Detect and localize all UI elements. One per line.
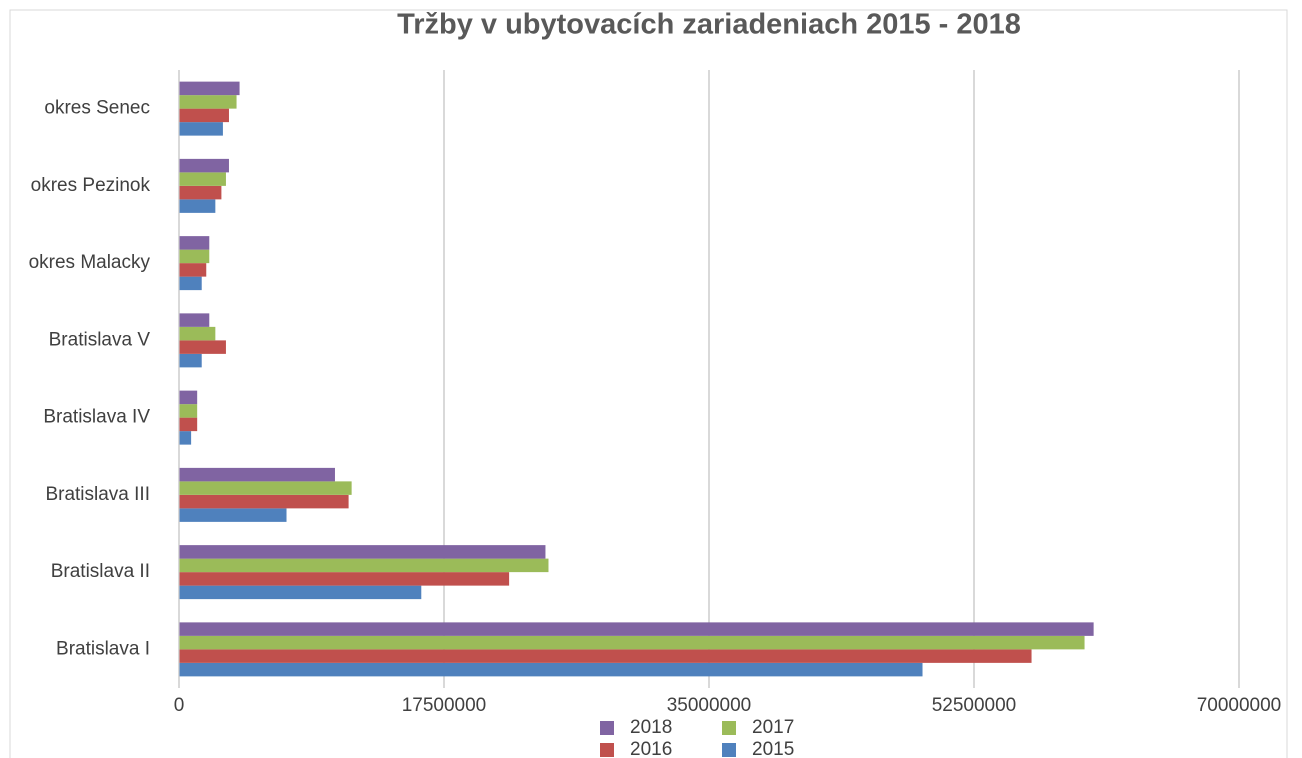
bar [179, 122, 223, 136]
bar [179, 404, 198, 418]
bar [179, 558, 549, 573]
bar [179, 199, 216, 213]
bar [179, 249, 210, 264]
bar [179, 236, 210, 250]
y-tick-label: Bratislava III [45, 484, 150, 505]
bar [179, 263, 207, 277]
legend-label: 2016 [630, 739, 672, 758]
bar [179, 340, 226, 354]
chart-frame [9, 9, 1288, 758]
bar [179, 313, 210, 327]
legend-label: 2015 [752, 739, 794, 758]
x-tick-label: 70000000 [1197, 695, 1282, 716]
bar [179, 622, 1094, 636]
bar [179, 276, 202, 291]
bar [179, 390, 198, 405]
x-tick-label: 0 [174, 695, 185, 716]
legend-label: 2018 [630, 717, 672, 738]
bar [179, 417, 198, 432]
bar [179, 572, 510, 586]
bar [179, 95, 237, 109]
bar [179, 353, 202, 368]
y-tick-label: okres Malacky [29, 252, 151, 273]
y-tick-label: Bratislava V [49, 329, 151, 350]
y-tick-label: Bratislava I [56, 638, 150, 659]
x-tick-label: 17500000 [402, 695, 487, 716]
legend-swatch [722, 743, 736, 757]
x-tick-label: 52500000 [932, 695, 1017, 716]
bar [179, 326, 216, 341]
bar [179, 481, 352, 495]
bar [179, 185, 222, 200]
y-tick-label: Bratislava II [51, 561, 150, 582]
legend-swatch [600, 721, 614, 735]
chart-title: Tržby v ubytovacích zariadeniach 2015 - … [397, 9, 1021, 41]
legend-swatch [600, 743, 614, 757]
bar [179, 158, 229, 173]
bar [179, 467, 335, 482]
bar [179, 649, 1032, 663]
bar [179, 81, 240, 96]
bar [179, 635, 1085, 650]
bar [179, 585, 422, 600]
bar [179, 494, 349, 509]
bar [179, 662, 923, 677]
bar [179, 108, 229, 123]
bar [179, 545, 546, 559]
bar [179, 431, 192, 445]
y-tick-label: okres Pezinok [31, 175, 151, 196]
x-tick-label: 35000000 [667, 695, 752, 716]
bar [179, 508, 287, 522]
y-tick-label: Bratislava IV [43, 407, 150, 428]
bar [179, 172, 226, 186]
legend-label: 2017 [752, 717, 794, 738]
legend-swatch [722, 721, 736, 735]
y-tick-label: okres Senec [44, 98, 150, 119]
